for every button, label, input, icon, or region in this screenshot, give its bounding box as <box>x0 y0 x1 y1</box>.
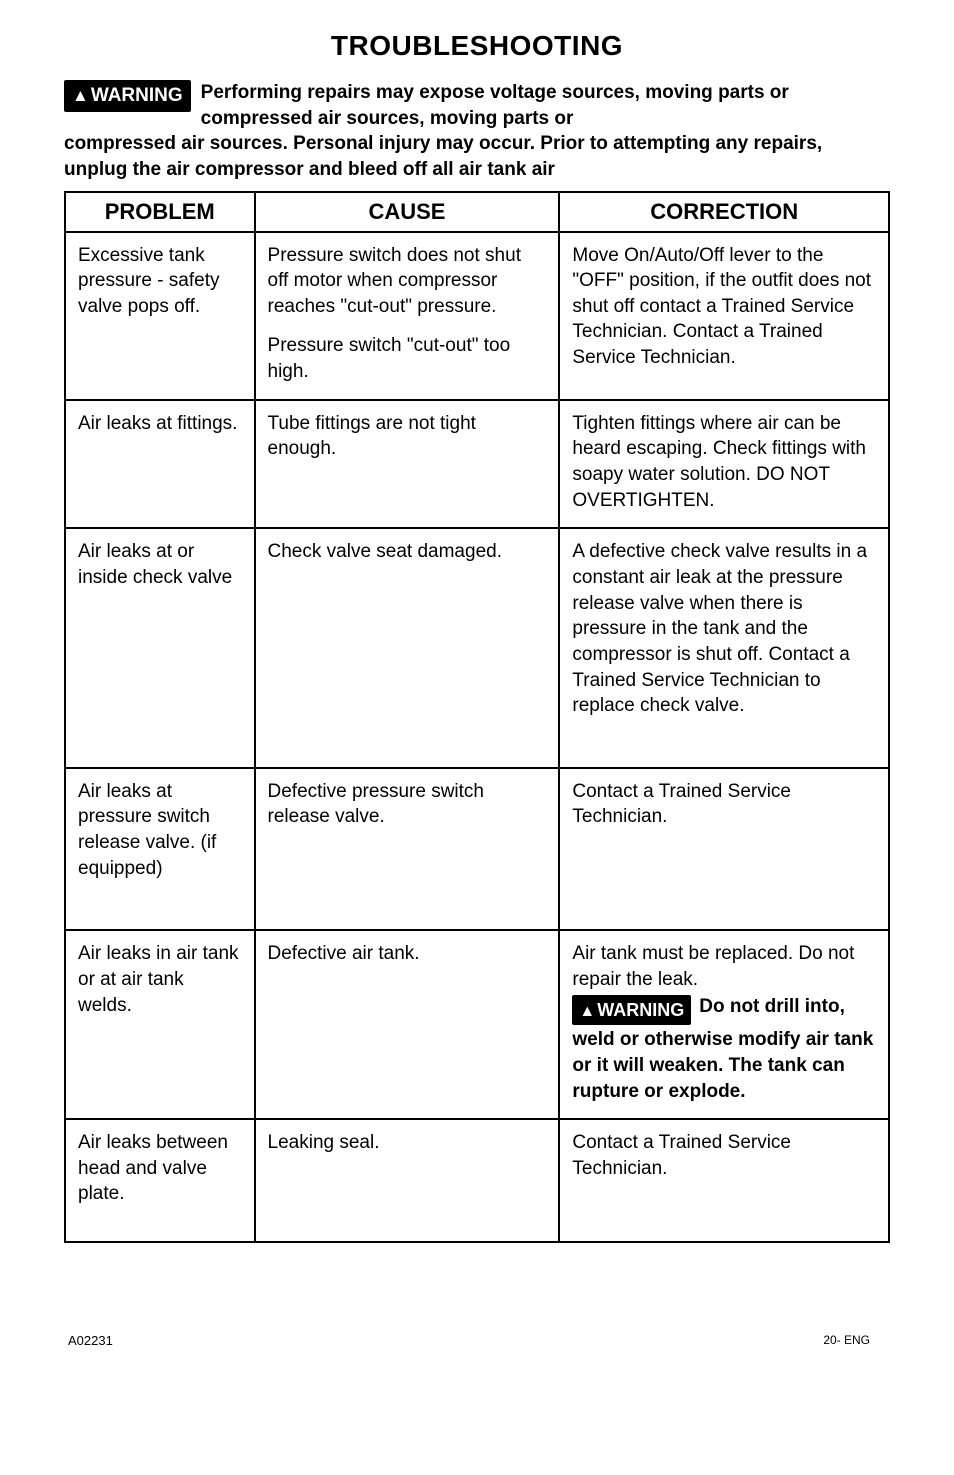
table-row: Air leaks at fittings. Tube fittings are… <box>65 400 889 529</box>
cell-correction: Move On/Auto/Off lever to the "OFF" posi… <box>559 232 889 400</box>
table-row: Excessive tank pressure - safety valve p… <box>65 232 889 400</box>
page-title: TROUBLESHOOTING <box>64 30 890 62</box>
cell-problem: Excessive tank pressure - safety valve p… <box>65 232 255 400</box>
cell-cause: Pressure switch does not shut off motor … <box>255 232 560 400</box>
table-row: Air leaks at or inside check valve Check… <box>65 528 889 767</box>
intro-line2: compressed air sources. Personal injury … <box>64 131 890 182</box>
cell-cause: Check valve seat damaged. <box>255 528 560 767</box>
page-footer: A02231 20- ENG <box>64 1333 890 1348</box>
header-problem: PROBLEM <box>65 192 255 232</box>
cell-cause: Tube fittings are not tight enough. <box>255 400 560 529</box>
cell-correction: Tighten fittings where air can be heard … <box>559 400 889 529</box>
table-header-row: PROBLEM CAUSE CORRECTION <box>65 192 889 232</box>
cell-cause: Defective air tank. <box>255 930 560 1119</box>
correction-badge-side: Do not drill into, <box>699 995 845 1019</box>
intro-warning-block: ▲WARNING Performing repairs may expose v… <box>64 80 890 183</box>
footer-doc-code: A02231 <box>64 1333 113 1348</box>
cell-problem: Air leaks in air tank or at air tank wel… <box>65 930 255 1119</box>
cell-problem: Air leaks at or inside check valve <box>65 528 255 767</box>
troubleshooting-table: PROBLEM CAUSE CORRECTION Excessive tank … <box>64 191 890 1244</box>
correction-post-text: weld or otherwise modify air tank or it … <box>572 1027 876 1104</box>
cause-text-b: Pressure switch "cut-out" too high. <box>268 333 547 384</box>
table-row: Air leaks between head and valve plate. … <box>65 1119 889 1242</box>
warning-badge-icon: ▲WARNING <box>64 80 191 112</box>
cell-problem: Air leaks at fittings. <box>65 400 255 529</box>
cell-cause: Defective pressure switch release valve. <box>255 768 560 931</box>
header-correction: CORRECTION <box>559 192 889 232</box>
cause-text-a: Pressure switch does not shut off motor … <box>268 243 547 320</box>
cell-correction: Contact a Trained Service Technician. <box>559 768 889 931</box>
cell-problem: Air leaks between head and valve plate. <box>65 1119 255 1242</box>
table-row: Air leaks at pressure switch release val… <box>65 768 889 931</box>
cell-cause: Leaking seal. <box>255 1119 560 1242</box>
cell-correction: Air tank must be replaced. Do not repair… <box>559 930 889 1119</box>
warning-badge-label: WARNING <box>91 85 183 106</box>
cell-correction: Contact a Trained Service Technician. <box>559 1119 889 1242</box>
intro-line1: Performing repairs may expose voltage so… <box>201 80 890 131</box>
correction-pre-text: Air tank must be replaced. Do not repair… <box>572 941 876 992</box>
warning-badge-inline-label: WARNING <box>597 1000 684 1020</box>
header-cause: CAUSE <box>255 192 560 232</box>
cell-problem: Air leaks at pressure switch release val… <box>65 768 255 931</box>
cell-correction: A defective check valve results in a con… <box>559 528 889 767</box>
table-row: Air leaks in air tank or at air tank wel… <box>65 930 889 1119</box>
warning-badge-inline-icon: ▲WARNING <box>572 995 691 1026</box>
footer-page-number: 20- ENG <box>823 1333 890 1348</box>
